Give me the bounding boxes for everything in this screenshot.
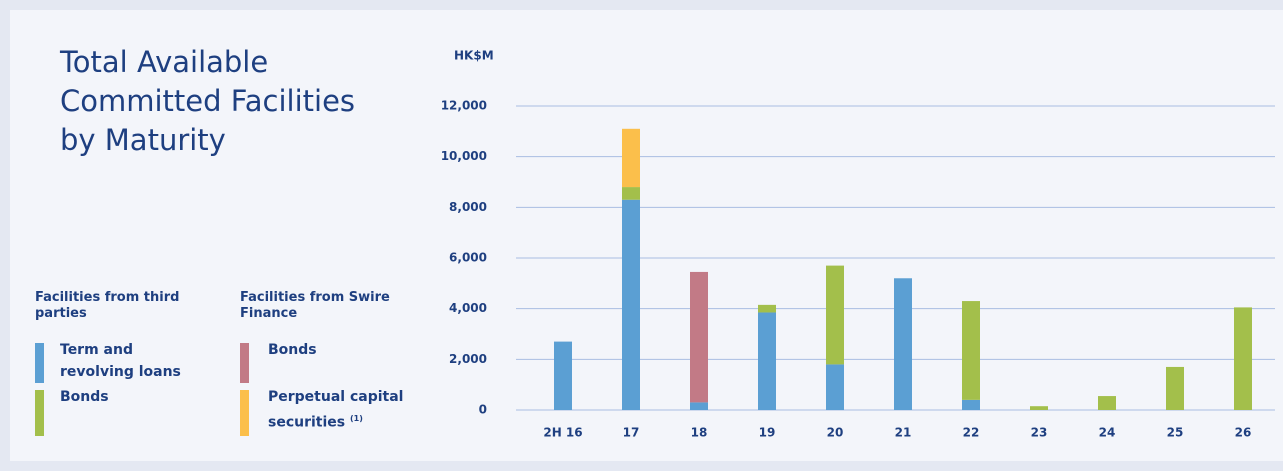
x-tick-label: 25 (1167, 426, 1184, 440)
y-tick-label: 8,000 (449, 200, 487, 214)
bar-segment (962, 301, 980, 400)
legend-swatch (240, 343, 249, 383)
legend-group-title: Facilities from third parties (35, 290, 180, 321)
chart-title: Total Available Committed Facilities by … (60, 45, 356, 157)
x-tick-label: 2H 16 (543, 426, 582, 440)
bar-segment (1234, 307, 1252, 410)
legend-entry: Perpetual capital securities (1) (268, 386, 418, 434)
y-tick-label: 12,000 (441, 99, 487, 113)
bar-segment (894, 278, 912, 410)
bar-segment (690, 271, 708, 403)
bar-segment (622, 187, 640, 200)
x-tick-label: 26 (1235, 426, 1252, 440)
bar-segment (622, 199, 640, 410)
x-tick-label: 22 (963, 426, 980, 440)
x-tick-label: 17 (623, 426, 640, 440)
x-tick-label: 24 (1099, 426, 1116, 440)
legend-note: (1) (350, 414, 363, 423)
bar-segment (826, 265, 844, 365)
x-tick-label: 20 (827, 426, 844, 440)
legend-label: Bonds (268, 342, 317, 358)
legend-entry: Bonds (268, 339, 418, 361)
x-tick-label: 21 (895, 426, 912, 440)
legend-swatch (240, 390, 249, 436)
legend-label: Perpetual capital securities (268, 389, 404, 431)
y-tick-label: 0 (479, 403, 487, 417)
bar-segment (622, 128, 640, 188)
y-axis-label: HK$M (454, 49, 494, 63)
panel (10, 10, 1283, 461)
legend-entry: Bonds (60, 386, 185, 408)
bar-segment (826, 364, 844, 410)
bar-segment (1030, 406, 1048, 410)
legend-label: Term and revolving loans (60, 342, 181, 380)
legend-swatch (35, 343, 44, 383)
legend-entry: Term and revolving loans (60, 339, 185, 383)
bar-segment (1098, 396, 1116, 410)
bar-segment (758, 312, 776, 410)
x-tick-label: 19 (759, 426, 776, 440)
legend-swatch (35, 390, 44, 436)
y-tick-label: 10,000 (441, 149, 487, 163)
bar-segment (690, 402, 708, 410)
y-tick-label: 6,000 (449, 251, 487, 265)
bar-segment (554, 341, 572, 410)
y-tick-label: 4,000 (449, 301, 487, 315)
bar-segment (758, 304, 776, 313)
legend-label: Bonds (60, 389, 109, 405)
legend-group-title: Facilities from Swire Finance (240, 290, 390, 321)
x-tick-label: 18 (691, 426, 708, 440)
x-tick-label: 23 (1031, 426, 1048, 440)
bar-segment (962, 399, 980, 410)
y-tick-label: 2,000 (449, 352, 487, 366)
bar-segment (1166, 366, 1184, 410)
